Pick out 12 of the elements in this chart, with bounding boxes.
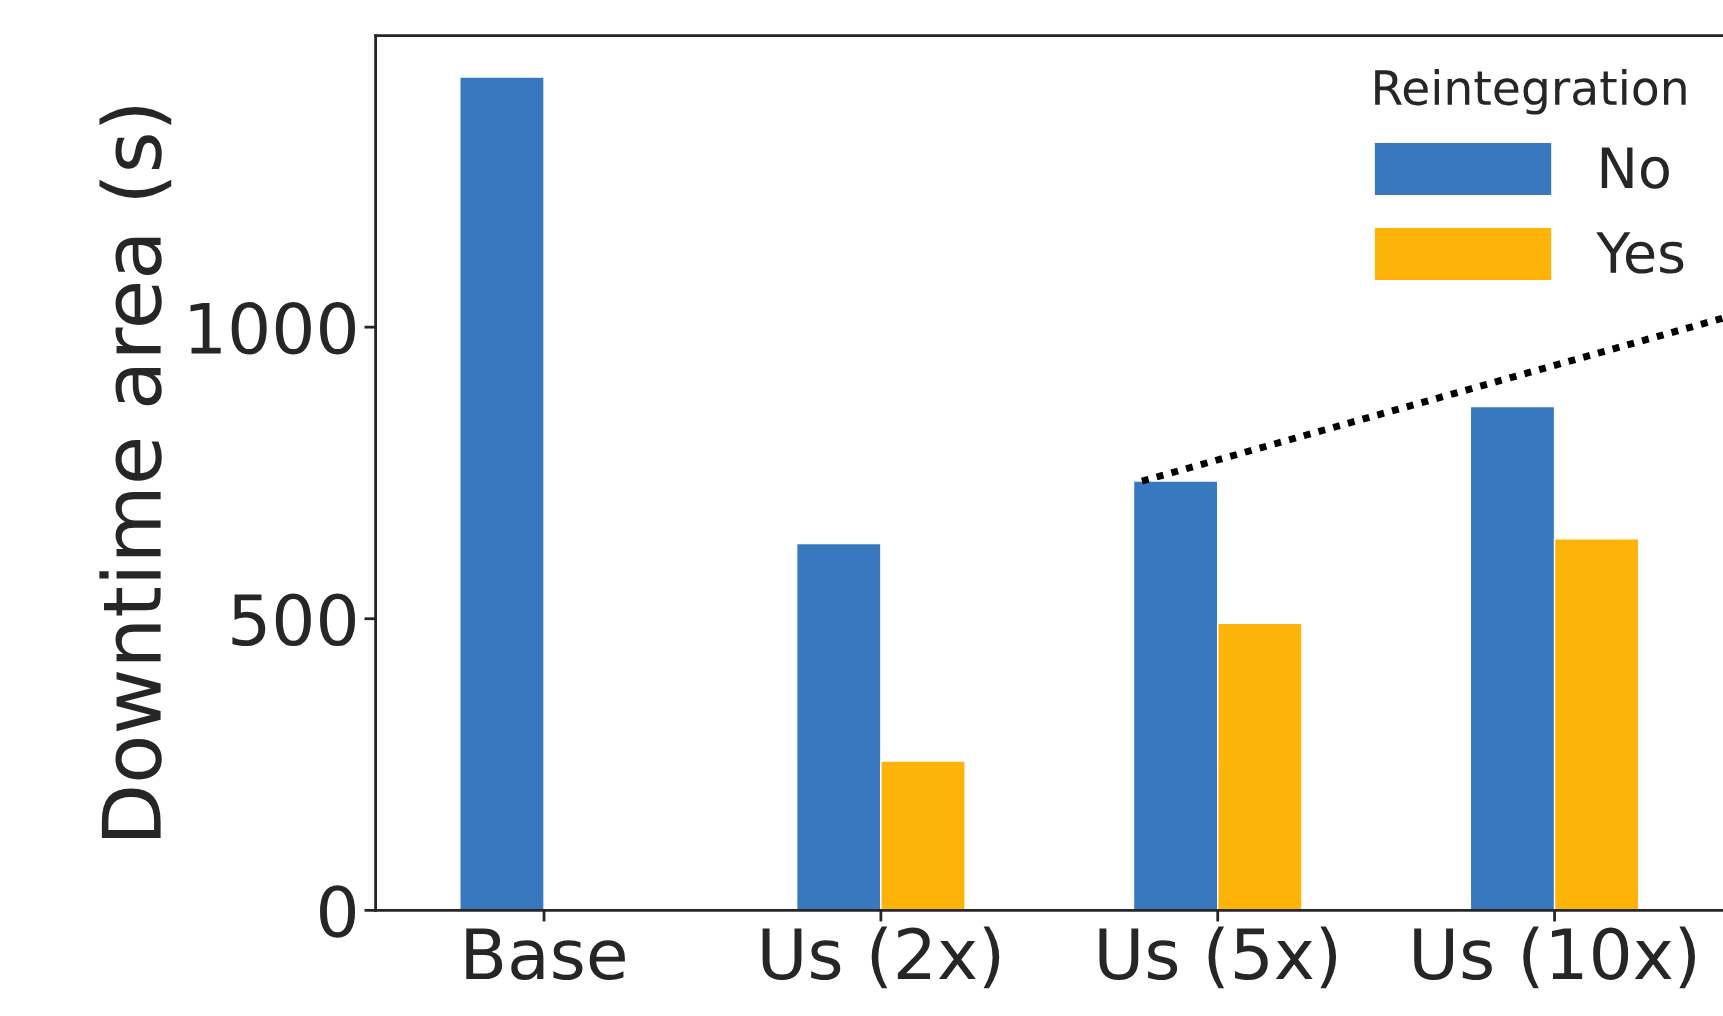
y-tick-label: 1000 [190,301,356,355]
legend-title: Reintegration [1375,68,1686,115]
x-tick-label: Base [466,928,625,981]
y-tick-label: 0 [320,885,356,938]
x-tick-label: Us (5x) [1099,926,1337,989]
x-tick-label: Us (10x) [1414,926,1695,989]
x-tick-label: Us (2x) [762,926,1000,989]
bar [459,76,545,911]
legend-label: Yes [1596,232,1684,274]
legend-label: No [1601,147,1669,189]
y-tick-label: 500 [232,593,356,647]
y-axis-title: Downtime area (s) [99,106,172,838]
